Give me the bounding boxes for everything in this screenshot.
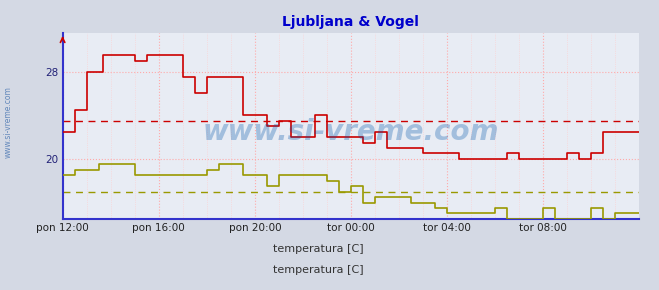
Text: temperatura [C]: temperatura [C]	[273, 265, 364, 275]
Text: www.si-vreme.com: www.si-vreme.com	[3, 86, 13, 158]
Text: www.si-vreme.com: www.si-vreme.com	[203, 118, 499, 146]
Title: Ljubljana & Vogel: Ljubljana & Vogel	[283, 15, 419, 29]
Text: temperatura [C]: temperatura [C]	[273, 244, 364, 253]
